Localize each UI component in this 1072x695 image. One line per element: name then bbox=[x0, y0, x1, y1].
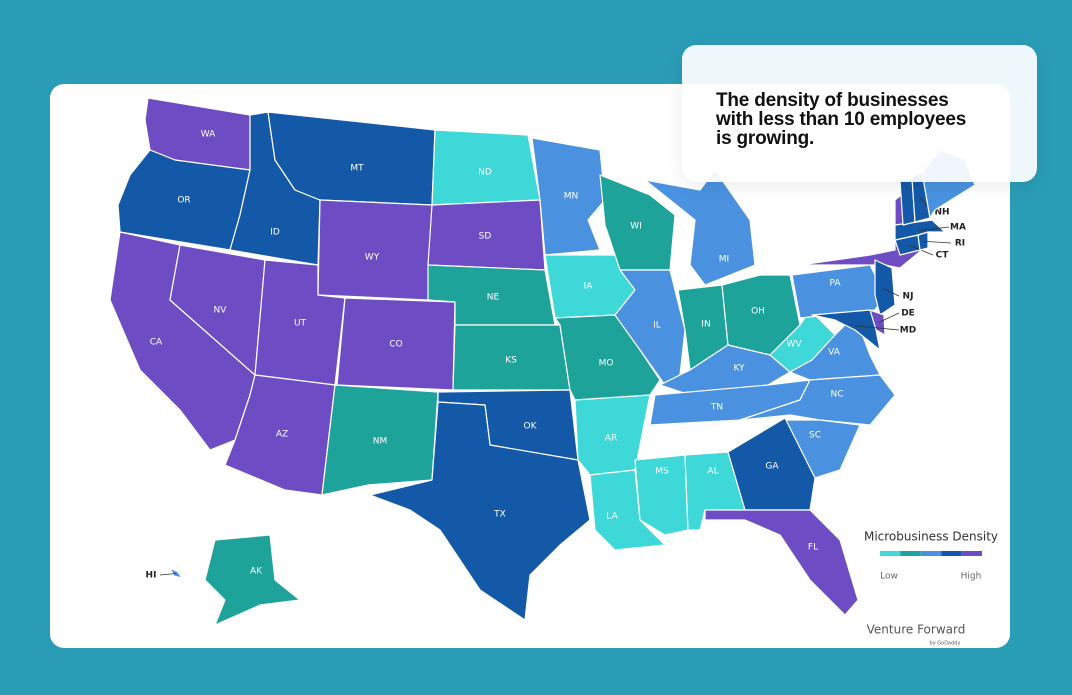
state bbox=[369, 401, 591, 621]
headline-line: is growing. bbox=[716, 128, 815, 149]
state-label: ID bbox=[270, 228, 280, 238]
state-label: CO bbox=[389, 340, 402, 350]
state bbox=[204, 534, 341, 626]
state-label: MO bbox=[599, 359, 614, 369]
state-label: NH bbox=[934, 208, 949, 218]
state-label: IL bbox=[653, 321, 661, 331]
legend-high: High bbox=[961, 572, 982, 582]
leader-line bbox=[918, 226, 950, 232]
legend-swatch bbox=[920, 551, 942, 556]
state-label: KY bbox=[733, 364, 745, 374]
headline-line: The density of businesses bbox=[716, 90, 949, 111]
state-label: IN bbox=[701, 320, 710, 330]
state bbox=[169, 567, 183, 579]
state-label: ND bbox=[478, 168, 492, 178]
state-label: WV bbox=[786, 340, 802, 350]
state-label: RI bbox=[955, 239, 965, 249]
state-label: MD bbox=[900, 326, 916, 336]
state-label: KS bbox=[505, 356, 517, 366]
leader-line bbox=[878, 312, 900, 323]
state-label: AL bbox=[707, 467, 718, 477]
state-label: AK bbox=[250, 567, 263, 577]
state-label: TX bbox=[493, 510, 506, 520]
headline: The density of businesses with less than… bbox=[716, 91, 966, 148]
state-label: AR bbox=[605, 434, 617, 444]
leader-line bbox=[923, 240, 952, 244]
state-label: AZ bbox=[276, 430, 288, 440]
brand: Venture Forward bbox=[867, 623, 966, 637]
state bbox=[874, 259, 896, 316]
state-label: MA bbox=[950, 223, 966, 233]
state-label: NY bbox=[860, 221, 873, 231]
headline-panel: The density of businesses with less than… bbox=[682, 45, 1037, 182]
state-label: VA bbox=[828, 348, 841, 358]
state-label: MT bbox=[350, 164, 364, 174]
state bbox=[727, 417, 816, 511]
state-label: NM bbox=[373, 437, 388, 447]
state bbox=[531, 137, 606, 256]
state-label: NV bbox=[214, 306, 228, 316]
state bbox=[644, 169, 756, 286]
state bbox=[704, 509, 859, 616]
state-label: IA bbox=[584, 282, 594, 292]
legend-swatch bbox=[880, 551, 901, 556]
state bbox=[317, 199, 433, 301]
state-label: UT bbox=[294, 319, 307, 329]
state-label: NJ bbox=[903, 292, 914, 302]
state-label: NE bbox=[487, 293, 500, 303]
state-label: CT bbox=[936, 251, 950, 261]
leader-line bbox=[159, 573, 177, 576]
state-label: OH bbox=[751, 307, 765, 317]
brand-by: by GoDaddy bbox=[930, 641, 961, 647]
state-label: MI bbox=[719, 255, 729, 265]
leader-line bbox=[883, 288, 900, 297]
state bbox=[739, 374, 896, 426]
state-label: WY bbox=[365, 253, 380, 263]
state bbox=[811, 309, 881, 351]
state-label: GA bbox=[765, 462, 779, 472]
state-label: LA bbox=[606, 512, 618, 522]
legend-swatch bbox=[941, 551, 962, 556]
state bbox=[589, 469, 666, 551]
state-label: MN bbox=[564, 192, 579, 202]
legend-swatch bbox=[900, 551, 921, 556]
state-label: CA bbox=[150, 338, 163, 348]
state-label: OR bbox=[177, 196, 190, 206]
state-label: SC bbox=[809, 431, 821, 441]
state bbox=[894, 219, 946, 241]
state-label: NC bbox=[830, 390, 843, 400]
state-label: TN bbox=[710, 403, 723, 413]
state-label: PA bbox=[829, 279, 841, 289]
state-label: MS bbox=[655, 467, 669, 477]
state bbox=[634, 454, 689, 536]
state-label: WA bbox=[201, 130, 216, 140]
legend-title: Microbusiness Density bbox=[864, 530, 998, 544]
state-label: OK bbox=[524, 422, 538, 432]
state-label: HI bbox=[146, 571, 157, 581]
state-label: WI bbox=[630, 222, 642, 232]
leader-line bbox=[854, 325, 900, 331]
legend-low: Low bbox=[880, 572, 898, 582]
headline-line: with less than 10 employees bbox=[716, 109, 967, 130]
state-label: SD bbox=[479, 232, 492, 242]
state-label: FL bbox=[808, 543, 818, 553]
legend-swatch bbox=[961, 551, 982, 556]
state-label: DE bbox=[901, 309, 915, 319]
state bbox=[321, 384, 439, 496]
